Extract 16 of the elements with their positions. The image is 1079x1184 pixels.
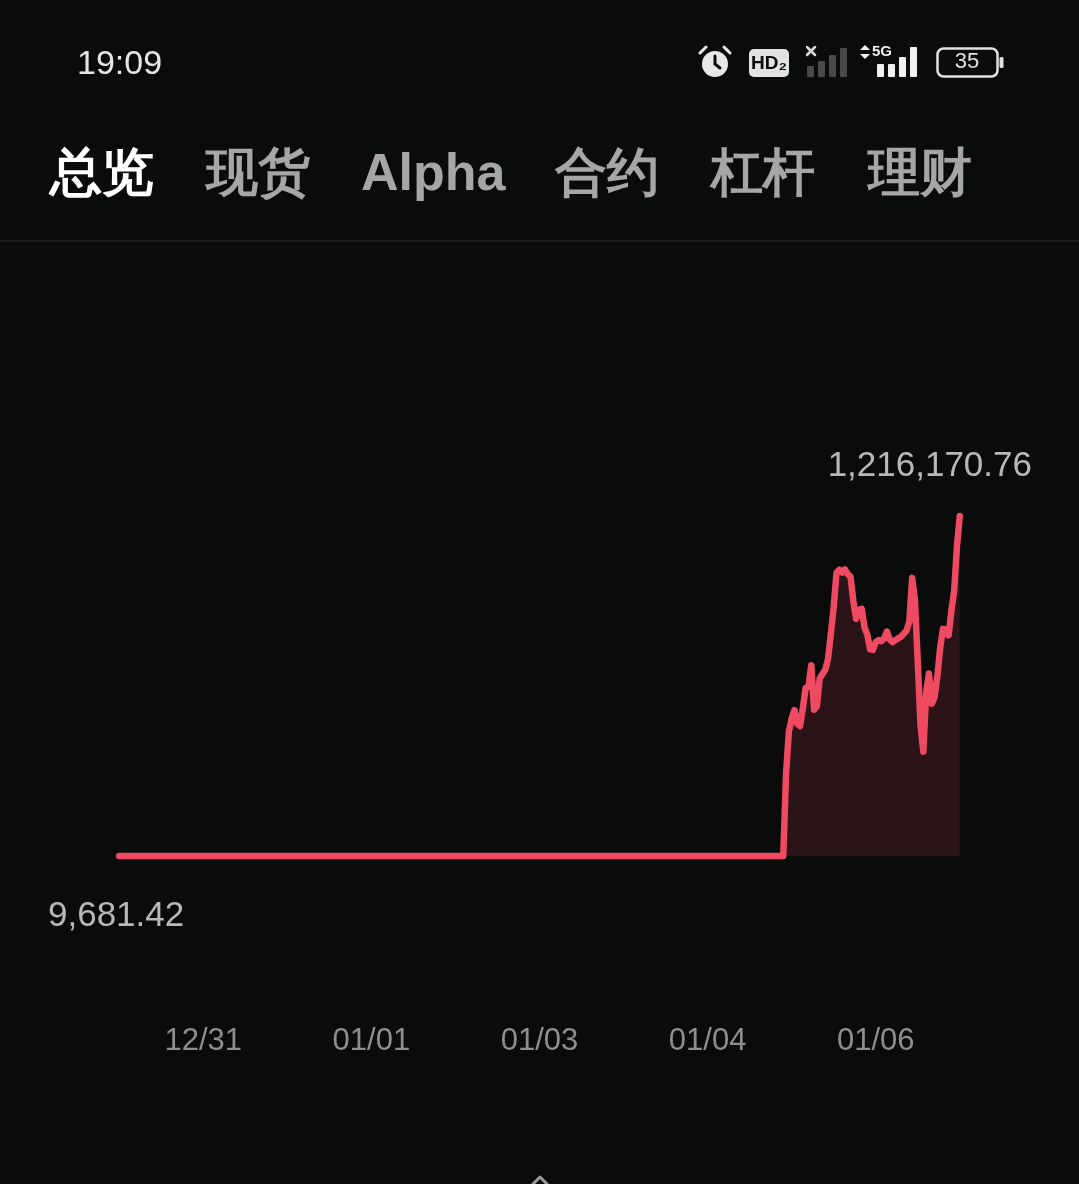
x-tick-label: 01/03 (500, 1022, 579, 1058)
x-tick-label: 01/01 (332, 1022, 411, 1058)
x-tick-label: 01/06 (836, 1022, 915, 1058)
text: 9,681.42 (48, 894, 185, 933)
text: 杠杆 (711, 143, 815, 201)
text: 理财 (868, 143, 972, 201)
text: 合约 (555, 143, 659, 201)
text: 1,216,170.76 (827, 444, 1032, 483)
x-tick-label: 12/31 (164, 1022, 243, 1058)
text: 35 (953, 48, 981, 73)
x-tick-label: 01/04 (668, 1022, 747, 1058)
text: Alpha (361, 143, 506, 201)
text: 5G (872, 42, 893, 59)
text: 19:09 (77, 43, 163, 81)
text: 现货 (206, 143, 310, 201)
text: 总览 (50, 143, 154, 201)
